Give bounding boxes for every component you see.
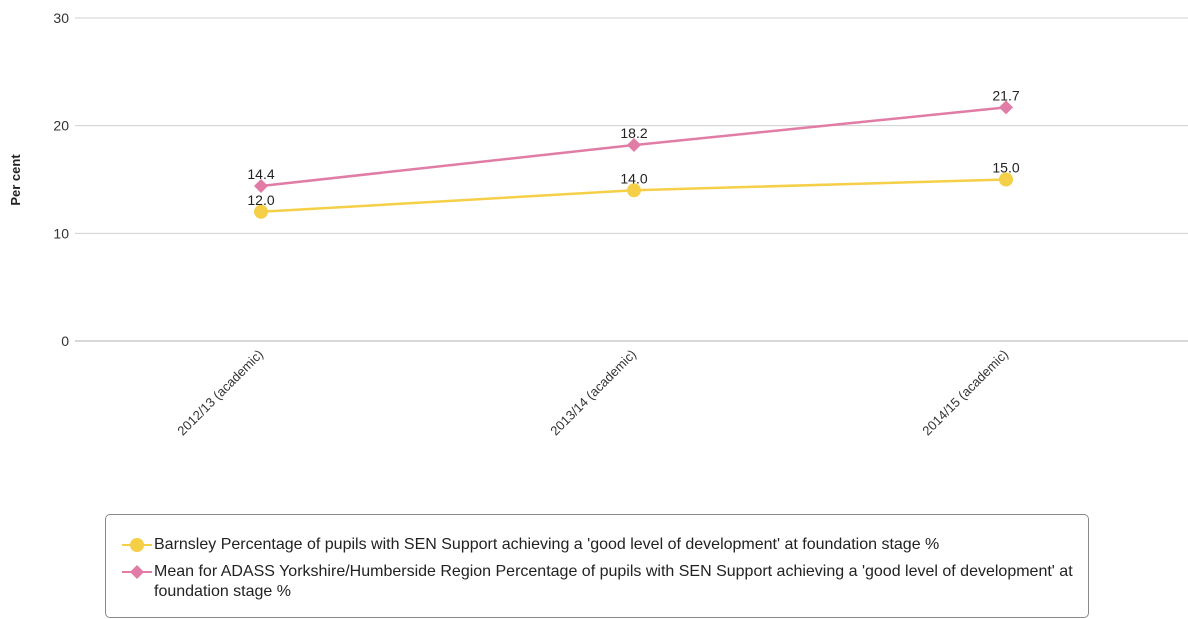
- y-axis-ticks: 0 10 20 30: [53, 10, 69, 349]
- data-point-diamond: [254, 178, 268, 193]
- x-tick-label: 2013/14 (academic): [547, 347, 639, 439]
- y-tick-label: 0: [61, 333, 69, 349]
- data-point-diamond: [627, 138, 641, 153]
- legend-item-adass-mean[interactable]: Mean for ADASS Yorkshire/Humberside Regi…: [120, 562, 1074, 602]
- data-point-circle: [999, 172, 1013, 187]
- legend-label-barnsley: Barnsley Percentage of pupils with SEN S…: [154, 536, 940, 553]
- data-point-circle: [627, 183, 641, 198]
- y-tick-label: 20: [53, 118, 69, 134]
- y-tick-label: 30: [53, 10, 69, 26]
- data-label: 18.2: [620, 125, 647, 141]
- data-label: 15.0: [992, 160, 1019, 176]
- data-label: 21.7: [992, 87, 1019, 103]
- legend-circle-marker-icon: [122, 538, 152, 552]
- gridlines: [75, 17, 1188, 342]
- data-label: 14.0: [620, 170, 647, 186]
- data-point-circle: [254, 204, 268, 219]
- x-tick-label: 2012/13 (academic): [174, 347, 266, 439]
- legend: Barnsley Percentage of pupils with SEN S…: [105, 514, 1089, 618]
- x-tick-label: 2014/15 (academic): [919, 347, 1011, 439]
- y-axis-label: Per cent: [8, 154, 23, 206]
- legend-diamond-marker-icon: [122, 565, 152, 579]
- series-group: 12.0 14.0 15.0 14.4 18.2 21.7: [247, 87, 1020, 219]
- data-point-diamond: [999, 100, 1013, 115]
- data-label: 12.0: [247, 192, 274, 208]
- x-axis-ticks: 2012/13 (academic) 2013/14 (academic) 2014…: [174, 347, 1011, 439]
- data-label: 14.4: [247, 166, 274, 182]
- legend-label-adass-mean: Mean for ADASS Yorkshire/Humberside Regi…: [154, 563, 1073, 600]
- line-chart: 0 10 20 30 Per cent 2012/13 (academic) 2013/…: [8, 10, 1188, 439]
- legend-item-barnsley[interactable]: Barnsley Percentage of pupils with SEN S…: [120, 535, 1074, 555]
- y-tick-label: 10: [53, 225, 69, 241]
